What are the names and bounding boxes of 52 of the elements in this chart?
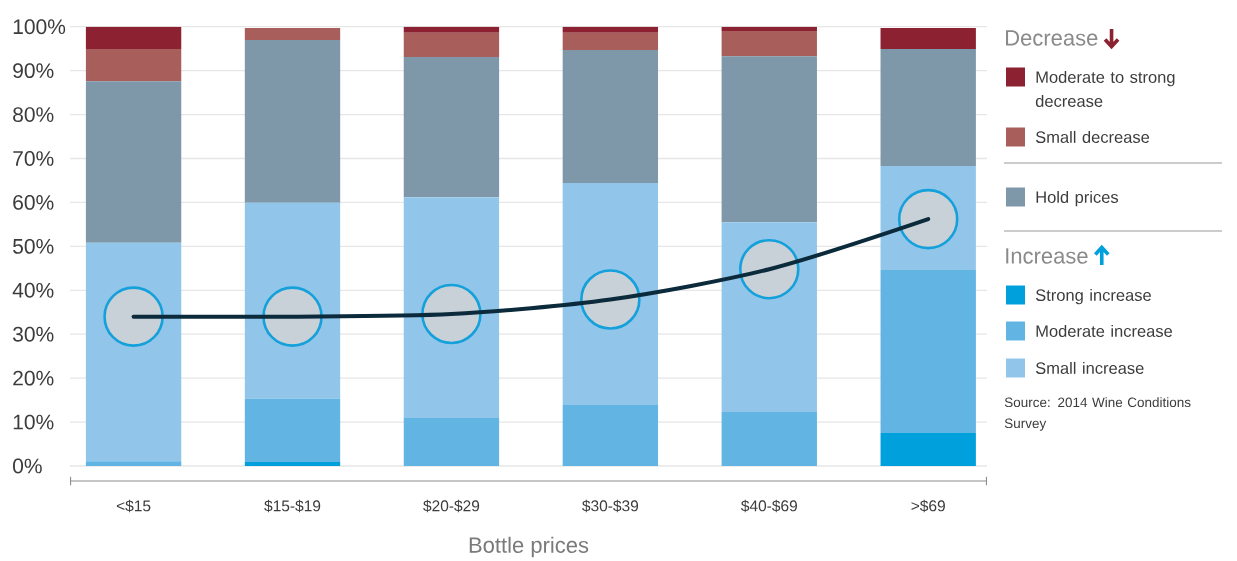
y-tick-label: 80% [13, 107, 54, 122]
legend-label: Small decrease [1035, 130, 1150, 144]
x-tick-label: $20-$29 [423, 499, 480, 513]
y-tick-label: 30% [13, 326, 54, 342]
legend-label: Moderate to strong decrease [1035, 70, 1175, 108]
bar [244, 462, 341, 466]
legend-label: Small increase [1035, 361, 1144, 375]
bar [244, 39, 341, 203]
bar [403, 32, 500, 58]
x-tick-label: $30-$39 [582, 499, 639, 513]
x-tick-label: <$15 [116, 499, 151, 513]
y-tick-label: 60% [13, 194, 54, 210]
legend-label: Moderate increase [1036, 324, 1173, 338]
y-tick-label: 90% [13, 63, 54, 79]
y-tick-label: 40% [12, 282, 54, 298]
bar [721, 411, 817, 466]
bar [880, 433, 976, 466]
y-tick-label: 20% [13, 370, 54, 386]
y-tick-label: 70% [13, 151, 54, 166]
source-note: Source: 2014 Wine Conditions Survey [1004, 397, 1191, 431]
bar [880, 49, 976, 166]
bar [403, 26, 500, 33]
line-series [131, 217, 931, 319]
text: Increase [1006, 248, 1088, 264]
bar [85, 26, 182, 50]
bar [721, 56, 817, 223]
bar [880, 28, 976, 50]
bar [721, 26, 817, 32]
y-tick-label: 10% [13, 414, 54, 430]
bar [403, 57, 500, 198]
y-tick-label: 50% [13, 238, 54, 254]
bar [562, 404, 659, 466]
bar [562, 49, 659, 184]
legend-label: Strong increase [1035, 288, 1151, 305]
x-axis-title: Bottle prices [469, 536, 589, 558]
bar [85, 81, 182, 243]
bar [244, 28, 341, 40]
x-tick-label: $40-$69 [741, 499, 797, 513]
x-tick-label: >$69 [911, 499, 945, 513]
bar [562, 26, 659, 33]
bar [85, 49, 182, 82]
bar [562, 32, 659, 50]
x-tick-label: $15-$19 [264, 499, 321, 513]
bar [880, 270, 976, 434]
bar [85, 461, 182, 466]
legend-label: Hold prices [1036, 190, 1119, 207]
bar [244, 398, 341, 463]
bar [721, 31, 817, 57]
y-tick-label: 0% [13, 458, 42, 474]
y-tick-label: 100% [13, 19, 66, 35]
text: Decrease [1006, 30, 1098, 46]
bar [403, 418, 500, 466]
